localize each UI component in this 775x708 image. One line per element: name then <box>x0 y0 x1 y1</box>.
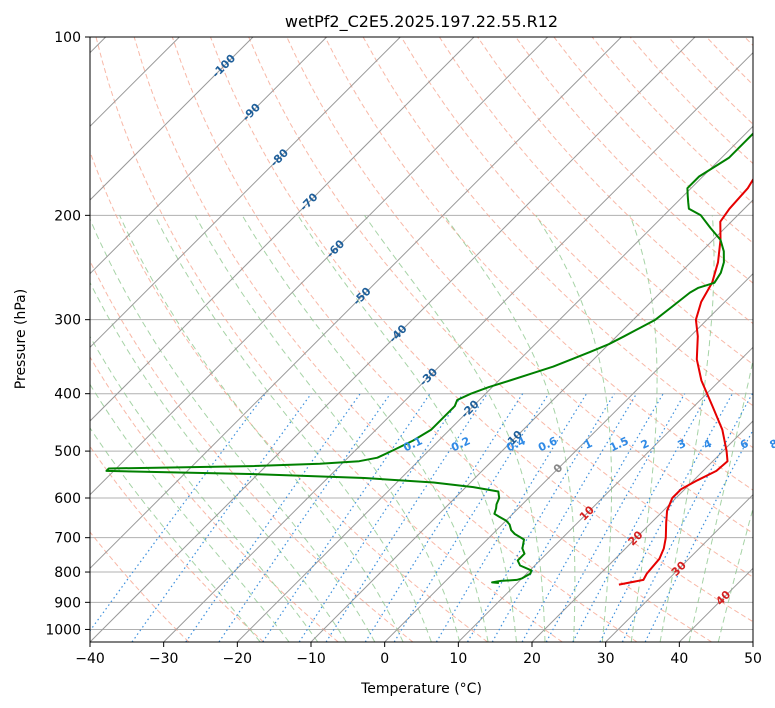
isotherm-line <box>457 346 753 642</box>
y-axis-label: Pressure (hPa) <box>13 289 29 389</box>
moist-adiabat-line <box>364 215 546 642</box>
plot-area-background <box>90 37 753 642</box>
dry-adiabat-line <box>90 150 488 642</box>
y-tick-label: 1000 <box>45 622 81 638</box>
isotherm-line <box>752 641 753 642</box>
moist-adiabat-line <box>90 217 376 642</box>
y-tick-label: 500 <box>54 444 81 460</box>
mixing-ratio-line <box>364 393 524 642</box>
isotherm-line <box>90 37 328 275</box>
moist-adiabat-line <box>241 215 489 642</box>
mixing-ratio-line <box>218 393 391 642</box>
plot-frame <box>89 36 754 643</box>
x-tick-label: −20 <box>223 651 253 667</box>
x-axis: −40 −30 −20 −10 0 10 20 30 40 50 <box>75 642 762 667</box>
dry-adiabat-line <box>210 37 753 623</box>
dry-adiabat-line <box>133 37 638 642</box>
moist-adiabat-line <box>90 383 290 642</box>
y-tick-label: 600 <box>54 491 81 507</box>
y-tick-label: 400 <box>54 387 81 403</box>
dry-adiabat-line <box>438 37 753 366</box>
x-tick-label: 0 <box>380 651 389 667</box>
mixing-ratio-line <box>572 393 709 642</box>
x-tick-label: 30 <box>597 651 615 667</box>
x-tick-label: 20 <box>523 651 541 667</box>
x-tick-label: −30 <box>149 651 179 667</box>
dry-adiabat-line <box>400 37 753 407</box>
x-axis-label: Temperature (°C) <box>360 681 482 697</box>
dewpoint-profile-line <box>105 132 753 584</box>
moist-adiabat-line <box>194 215 461 642</box>
y-tick-label: 200 <box>54 208 81 224</box>
moist-adiabat-line <box>90 427 261 642</box>
mixing-ratio-line <box>325 393 488 642</box>
x-tick-label: −10 <box>296 651 326 667</box>
isotherm-line <box>236 125 753 642</box>
mixing-ratio-label: 8 <box>768 437 775 452</box>
moist-adiabat-line <box>535 215 612 642</box>
isotherm-line <box>90 37 696 642</box>
isotherm-line <box>90 37 475 422</box>
y-axis: 100 200 300 400 500 600 700 800 900 1000 <box>45 30 90 638</box>
temperature-profile-line <box>618 177 753 586</box>
mixing-ratio-line <box>131 393 312 642</box>
y-tick-label: 800 <box>54 565 81 581</box>
mixing-ratio-line <box>466 393 615 642</box>
mixing-ratio-line <box>491 393 638 642</box>
mixing-ratio-line <box>298 393 464 642</box>
moist-adiabat-line <box>154 215 432 642</box>
mixing-ratio-line <box>545 393 686 642</box>
profile-lines <box>105 132 753 586</box>
isotherm-line <box>90 37 549 496</box>
dry-adiabat-line <box>515 37 753 284</box>
x-tick-label: 50 <box>744 651 762 667</box>
chart-title: wetPf2_C2E5.2025.197.22.55.R12 <box>285 12 558 32</box>
isotherm-line <box>90 37 401 349</box>
moist-adiabat-line <box>119 215 404 642</box>
isotherm-line <box>163 51 753 642</box>
isotherm-line <box>90 37 254 201</box>
moist-adiabat-line <box>659 215 715 642</box>
y-tick-label: 900 <box>54 595 81 611</box>
y-tick-label: 700 <box>54 531 81 547</box>
moist-adiabat-line <box>90 281 347 642</box>
moist-adiabat-line <box>443 215 576 642</box>
moist-adiabat-line <box>90 335 319 642</box>
isotherm-line <box>384 272 753 642</box>
y-tick-label: 300 <box>54 313 81 329</box>
dry-adiabat-line <box>171 37 712 642</box>
y-tick-label: 100 <box>54 30 81 46</box>
dry-adiabat-line <box>90 531 190 642</box>
x-tick-label: 10 <box>449 651 467 667</box>
x-tick-label: 40 <box>670 651 688 667</box>
mixing-ratio-line <box>90 393 266 632</box>
isotherm-line <box>90 37 622 570</box>
dry-adiabat-line <box>90 356 339 642</box>
isotherm-line <box>531 420 753 642</box>
mixing-ratio-line <box>521 393 664 642</box>
dry-adiabat-line <box>95 37 563 642</box>
background-lines <box>90 37 753 642</box>
isotherm-line <box>605 493 753 642</box>
moist-adiabat-line <box>297 215 517 642</box>
dry-adiabat-line <box>248 37 753 578</box>
dry-adiabat-line <box>324 37 753 491</box>
dry-adiabat-line <box>90 445 264 642</box>
x-tick-label: −40 <box>75 651 105 667</box>
mixing-ratio-line <box>435 393 588 642</box>
isotherm-line <box>310 199 753 642</box>
mixing-ratio-line <box>393 393 550 642</box>
